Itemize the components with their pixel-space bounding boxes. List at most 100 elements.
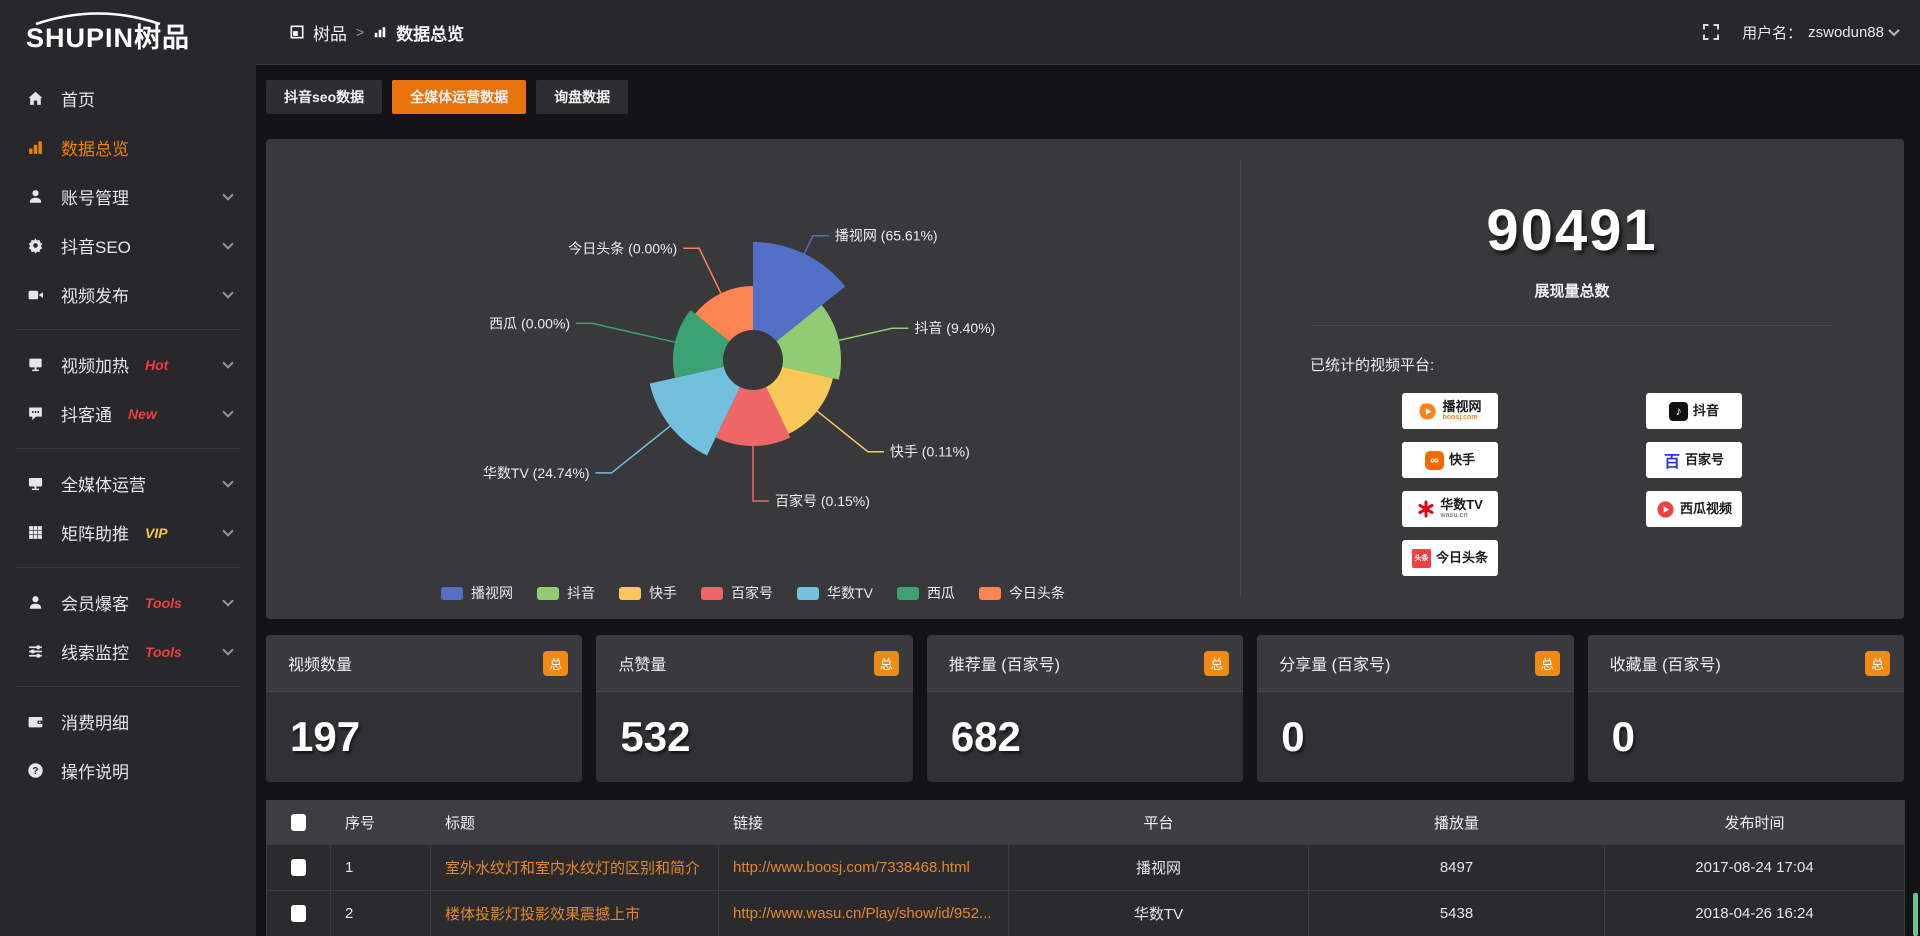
legend-swatch bbox=[978, 586, 1001, 600]
platform-name: 华数TV bbox=[1440, 497, 1483, 513]
pie-slice-boosj[interactable] bbox=[753, 241, 846, 342]
pie-slice-wasu[interactable] bbox=[649, 366, 740, 456]
pie-slice-xigua[interactable] bbox=[673, 310, 730, 378]
cell-title-link[interactable]: 室外水纹灯和室内水纹灯的区别和简介 bbox=[430, 844, 719, 891]
fullscreen-icon[interactable] bbox=[1702, 23, 1720, 41]
topbar: SHUPIN树品 树品 > 数据总览 用户名： zswodun88 bbox=[0, 0, 1920, 64]
pie-label-boosj: 播视网 (65.61%) bbox=[835, 228, 938, 244]
rose-chart: 播视网 (65.61%) 抖音 (9.40%) 快手 (0.11%) 百家号 (0.1… bbox=[483, 228, 995, 509]
legend-item-boosj[interactable]: 播视网 bbox=[441, 583, 513, 603]
stat-card-label: 点赞量 bbox=[618, 657, 667, 674]
legend-item-toutiao[interactable]: 今日头条 bbox=[978, 583, 1065, 603]
sidebar-item-label: 视频加热 bbox=[61, 357, 129, 376]
sidebar-item-douyin-seo[interactable]: 抖音SEO bbox=[0, 221, 256, 270]
tab-douyin-seo-data[interactable]: 抖音seo数据 bbox=[266, 80, 383, 114]
pie-label-baijiahao: 百家号 (0.15%) bbox=[775, 493, 870, 509]
sidebar-divider bbox=[16, 448, 240, 449]
sidebar-item-video-publish[interactable]: 视频发布 bbox=[0, 270, 256, 319]
stat-card-header: 收藏量 (百家号) 总 bbox=[1587, 635, 1905, 692]
sidebar-item-consume-detail[interactable]: 消费明细 bbox=[0, 697, 256, 746]
sidebar-item-home[interactable]: 首页 bbox=[0, 74, 256, 123]
breadcrumb-root[interactable]: 树品 bbox=[313, 24, 347, 44]
legend-item-kuaishou[interactable]: 快手 bbox=[619, 583, 677, 603]
stat-card-value: 197 bbox=[290, 713, 361, 760]
legend-item-douyin[interactable]: 抖音 bbox=[537, 583, 595, 603]
sidebar-item-label: 全媒体运营 bbox=[61, 476, 146, 495]
legend-item-wasu[interactable]: 华数TV bbox=[797, 583, 873, 603]
breadcrumb-separator: > bbox=[356, 24, 365, 40]
breadcrumb-current: 数据总览 bbox=[396, 24, 465, 44]
scrollbar-thumb[interactable] bbox=[1913, 893, 1918, 936]
pie-label-line-kuaishou bbox=[816, 410, 884, 453]
sidebar-item-account-management[interactable]: 账号管理 bbox=[0, 172, 256, 221]
pie-slice-baijiahao[interactable] bbox=[715, 387, 791, 447]
sidebar-item-member-baoke[interactable]: 会员爆客 Tools bbox=[0, 578, 256, 627]
chevron-down-icon bbox=[222, 524, 234, 537]
column-header: 标题 bbox=[430, 800, 719, 845]
pie-slice-douyin[interactable] bbox=[776, 305, 842, 380]
platform-badge-baijiahao: 百百家号 bbox=[1646, 442, 1742, 478]
sidebar-item-label: 首页 bbox=[61, 91, 95, 110]
cell-url-link[interactable]: http://www.boosj.com/7338468.html bbox=[718, 844, 1009, 891]
stat-card-value: 532 bbox=[620, 713, 691, 760]
data-tabs: 抖音seo数据 全媒体运营数据 询盘数据 bbox=[266, 80, 1904, 114]
sidebar-item-operation-guide[interactable]: ? 操作说明 bbox=[0, 746, 256, 795]
legend-item-xigua[interactable]: 西瓜 bbox=[896, 583, 955, 603]
platform-badge-kuaishou: ∞ 快手 bbox=[1402, 442, 1498, 478]
chevron-down-icon bbox=[222, 594, 234, 607]
sidebar-item-video-heat[interactable]: 视频加热 Hot bbox=[0, 340, 256, 389]
row-checkbox[interactable] bbox=[291, 859, 306, 876]
sidebar-nav: 首页数据总览 账号管理 抖音SEO 视频发布视频加热 Hot 抖客通 New 全媒体运营矩阵助… bbox=[0, 74, 256, 795]
username-value: zswodun88 bbox=[1808, 23, 1884, 41]
cell-published: 2018-04-26 16:24 bbox=[1604, 890, 1905, 936]
legend-swatch bbox=[701, 586, 724, 600]
home-icon bbox=[24, 90, 46, 107]
pie-label-wasu: 华数TV (24.74%) bbox=[483, 465, 590, 481]
pie-slice-toutiao[interactable] bbox=[695, 286, 753, 342]
sidebar-item-douketong[interactable]: 抖客通 New bbox=[0, 389, 256, 438]
sidebar-item-data-overview[interactable]: 数据总览 bbox=[0, 123, 256, 172]
row-checkbox[interactable] bbox=[291, 905, 306, 922]
pie-label-xigua: 西瓜 (0.00%) bbox=[489, 315, 570, 331]
user-menu[interactable]: 用户名： zswodun88 bbox=[1742, 22, 1900, 43]
table-row[interactable]: 2 楼体投影灯投影效果震撼上市 http://www.wasu.cn/Play/sh… bbox=[266, 890, 1905, 936]
legend-label: 今日头条 bbox=[1008, 585, 1065, 601]
legend-label: 播视网 bbox=[471, 585, 514, 601]
chevron-down-icon bbox=[222, 356, 234, 369]
tab-omni-media-data[interactable]: 全媒体运营数据 bbox=[392, 80, 527, 114]
pie-slice-kuaishou[interactable] bbox=[766, 366, 833, 434]
douyin-logo: ♪ bbox=[1668, 401, 1688, 421]
sidebar-item-label: 消费明细 bbox=[61, 714, 129, 733]
stat-card-value: 682 bbox=[950, 713, 1021, 760]
pie-label-kuaishou: 快手 (0.11%) bbox=[890, 444, 970, 460]
stat-card-like-count: 点赞量 总 532 bbox=[596, 635, 913, 782]
chevron-down-icon bbox=[222, 188, 234, 201]
cell-platform: 华数TV bbox=[1008, 890, 1309, 936]
impressions-total-value: 90491 bbox=[1486, 198, 1658, 263]
videos-table: 序号 标题 链接 平台 播放量 发布时间 1 室外水纹灯和室内水纹灯的区别和简介 http:/… bbox=[266, 800, 1905, 936]
cell-url-link[interactable]: http://www.wasu.cn/Play/show/id/952... bbox=[718, 890, 1009, 936]
stat-card-recommend-count: 推荐量 (百家号) 总 682 bbox=[926, 635, 1244, 782]
boosj-logo bbox=[1418, 402, 1437, 421]
legend-item-baijiahao[interactable]: 百家号 bbox=[701, 583, 773, 603]
question-icon: ? bbox=[24, 762, 46, 779]
platform-name: 今日头条 bbox=[1435, 550, 1488, 566]
sidebar-item-lead-monitor[interactable]: 线索监控 Tools bbox=[0, 627, 256, 676]
table-row[interactable]: 1 室外水纹灯和室内水纹灯的区别和简介 http://www.boosj.com/7… bbox=[266, 844, 1905, 891]
sidebar-divider bbox=[16, 567, 240, 568]
sidebar-item-matrix-boost[interactable]: 矩阵助推 VIP bbox=[0, 508, 256, 557]
cell-index: 1 bbox=[330, 844, 431, 891]
user-icon bbox=[24, 188, 46, 205]
svg-text:?: ? bbox=[32, 766, 38, 777]
screen-icon bbox=[24, 356, 46, 373]
total-badge: 总 bbox=[1534, 650, 1560, 676]
sidebar-item-omni-media[interactable]: 全媒体运营 bbox=[0, 459, 256, 508]
platform-subtext: boosj.com bbox=[1442, 413, 1478, 421]
sidebar-item-label: 视频发布 bbox=[61, 287, 129, 306]
cell-title-link[interactable]: 楼体投影灯投影效果震撼上市 bbox=[430, 890, 719, 936]
sidebar-item-badge: Tools bbox=[145, 643, 182, 660]
sidebar-item-badge: New bbox=[128, 405, 157, 422]
stat-card-value: 0 bbox=[1611, 713, 1635, 760]
select-all-checkbox[interactable] bbox=[291, 814, 306, 831]
tab-inquiry-data[interactable]: 询盘数据 bbox=[536, 80, 629, 114]
